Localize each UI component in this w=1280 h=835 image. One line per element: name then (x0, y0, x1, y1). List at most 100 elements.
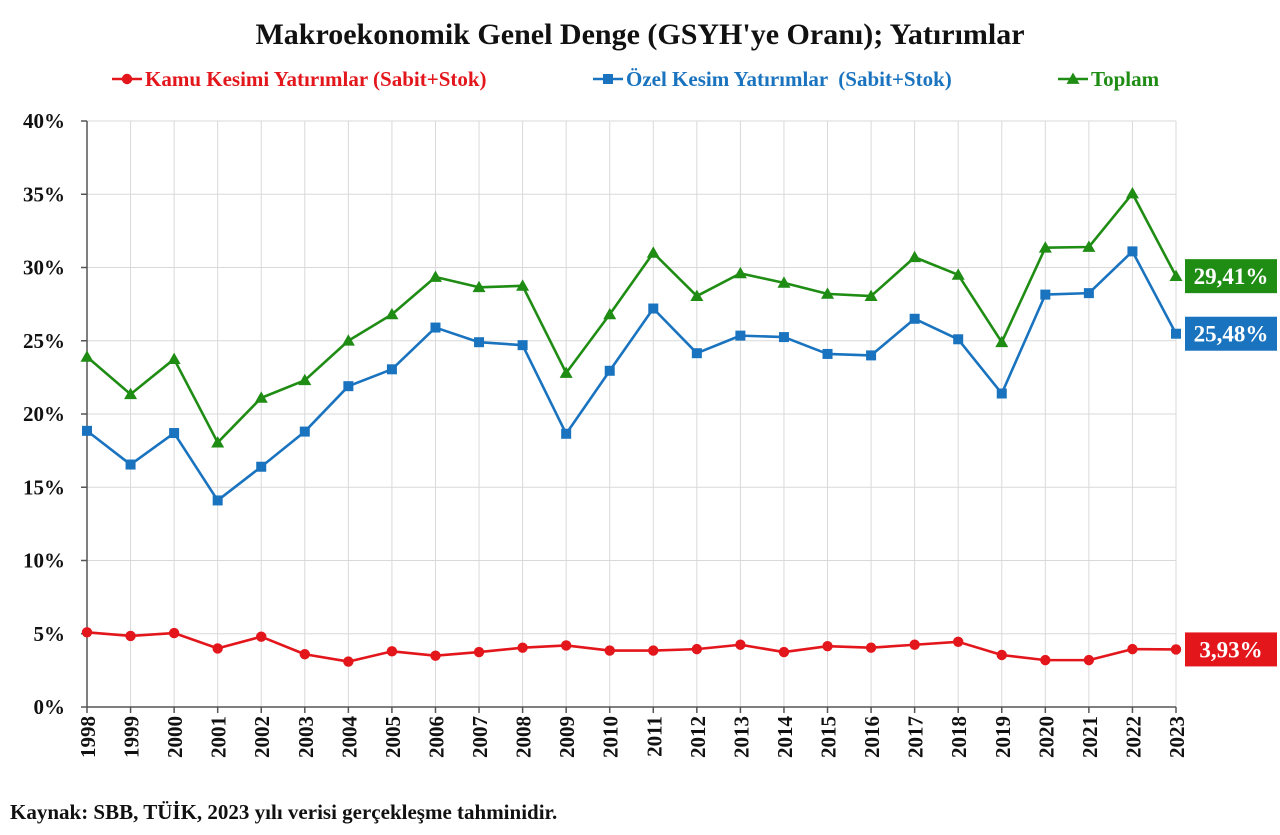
series-3 (80, 187, 1183, 448)
series-1 (81, 627, 1182, 667)
data-point (125, 630, 136, 642)
legend-label: Kamu Kesimi Yatırımlar (Sabit+Stok) (145, 67, 487, 91)
x-tick-label: 2006 (424, 716, 448, 758)
data-point (124, 387, 138, 400)
data-point (474, 337, 485, 348)
data-point (648, 645, 659, 656)
source-note: Kaynak: SBB, TÜİK, 2023 yılı verisi gerç… (10, 800, 557, 824)
data-point (777, 276, 791, 288)
series-line (86, 192, 1178, 444)
data-point (299, 649, 310, 660)
data-point (81, 627, 93, 638)
data-point (254, 391, 268, 403)
data-point (211, 436, 225, 448)
x-tick-label: 2020 (1034, 716, 1058, 758)
data-point (995, 335, 1009, 348)
series-line (86, 630, 1177, 663)
x-tick-label: 2000 (163, 716, 187, 758)
data-point (604, 365, 615, 376)
chart-grid (86, 120, 1177, 708)
x-tick-label: 2018 (947, 716, 971, 758)
data-point (516, 279, 530, 291)
data-point (256, 461, 267, 472)
data-point (1125, 187, 1139, 199)
data-point (168, 627, 180, 639)
y-tick-label: 20% (23, 402, 65, 426)
data-point (299, 426, 310, 437)
data-point (866, 350, 877, 361)
data-point (1038, 241, 1052, 253)
x-tick-label: 2009 (555, 716, 579, 758)
end-label: 29,41% (1194, 264, 1269, 289)
data-point (80, 350, 94, 362)
x-tick-label: 2005 (381, 716, 405, 758)
x-tick-label: 2019 (991, 716, 1015, 758)
x-tick-label: 2023 (1165, 716, 1189, 758)
x-tick-label: 2013 (729, 716, 753, 758)
data-point (951, 268, 965, 280)
legend-label: Toplam (1091, 67, 1160, 91)
x-tick-label: 2008 (512, 716, 536, 758)
y-tick-label: 30% (23, 256, 65, 280)
data-point (953, 334, 964, 345)
data-point (1170, 644, 1182, 655)
x-tick-label: 2010 (599, 716, 623, 758)
end-labels: 3,93% 25,48% 29,41% (1185, 259, 1277, 667)
legend-item: Özel Kesim Yatırımlar (Sabit+Stok) (593, 67, 952, 91)
legend-item: Kamu Kesimi Yatırımlar (Sabit+Stok) (112, 67, 487, 91)
x-axis: 1998 1999 2000 2001 2002 2003 2004 2005 2006 2007… (76, 706, 1189, 759)
legend-marker (1066, 72, 1080, 84)
legend-item: Toplam (1058, 67, 1160, 91)
data-point (430, 650, 441, 661)
legend-marker (603, 74, 613, 84)
data-point (343, 381, 354, 392)
y-tick-label: 15% (23, 475, 65, 499)
data-point (778, 332, 789, 343)
y-tick-label: 25% (23, 329, 65, 353)
data-point (735, 330, 746, 341)
x-tick-label: 2015 (817, 716, 841, 758)
data-point (1127, 643, 1138, 655)
data-point (169, 428, 180, 439)
data-point (167, 352, 181, 364)
data-point (385, 307, 399, 320)
data-point (691, 348, 702, 359)
end-label: 3,93% (1199, 637, 1262, 662)
data-point (212, 495, 223, 506)
x-tick-label: 2012 (686, 716, 710, 758)
data-point (864, 289, 878, 301)
data-point (1040, 654, 1051, 666)
data-point (343, 656, 354, 667)
data-point (473, 646, 485, 658)
data-point (1082, 240, 1096, 252)
data-point (517, 642, 528, 653)
y-tick-label: 5% (34, 622, 66, 646)
data-point (341, 334, 355, 346)
x-tick-label: 1998 (76, 716, 100, 758)
data-point (604, 645, 615, 656)
data-point (953, 636, 964, 648)
data-point (561, 428, 572, 439)
x-tick-label: 2001 (207, 716, 231, 758)
y-tick-label: 40% (23, 109, 65, 133)
data-point (733, 266, 747, 279)
x-tick-label: 2003 (294, 716, 318, 758)
x-tick-label: 2014 (773, 716, 797, 759)
x-tick-label: 2004 (337, 716, 361, 759)
data-point (428, 270, 442, 282)
data-point (909, 313, 920, 324)
data-point (865, 642, 877, 653)
data-point (560, 640, 572, 651)
data-point (822, 348, 833, 359)
y-axis: 0% 5% 10% 15% 20% 25% 30% 35% 40% (23, 109, 88, 719)
series-2 (82, 246, 1181, 506)
data-point (386, 364, 397, 375)
data-point (125, 459, 136, 470)
data-point (559, 366, 573, 378)
x-tick-label: 2016 (860, 716, 884, 758)
legend-label: Özel Kesim Yatırımlar (Sabit+Stok) (626, 67, 952, 91)
chart-title: Makroekonomik Genel Denge (GSYH'ye Oranı… (255, 18, 1024, 51)
data-point (1169, 269, 1183, 282)
x-tick-label: 2002 (250, 716, 274, 758)
